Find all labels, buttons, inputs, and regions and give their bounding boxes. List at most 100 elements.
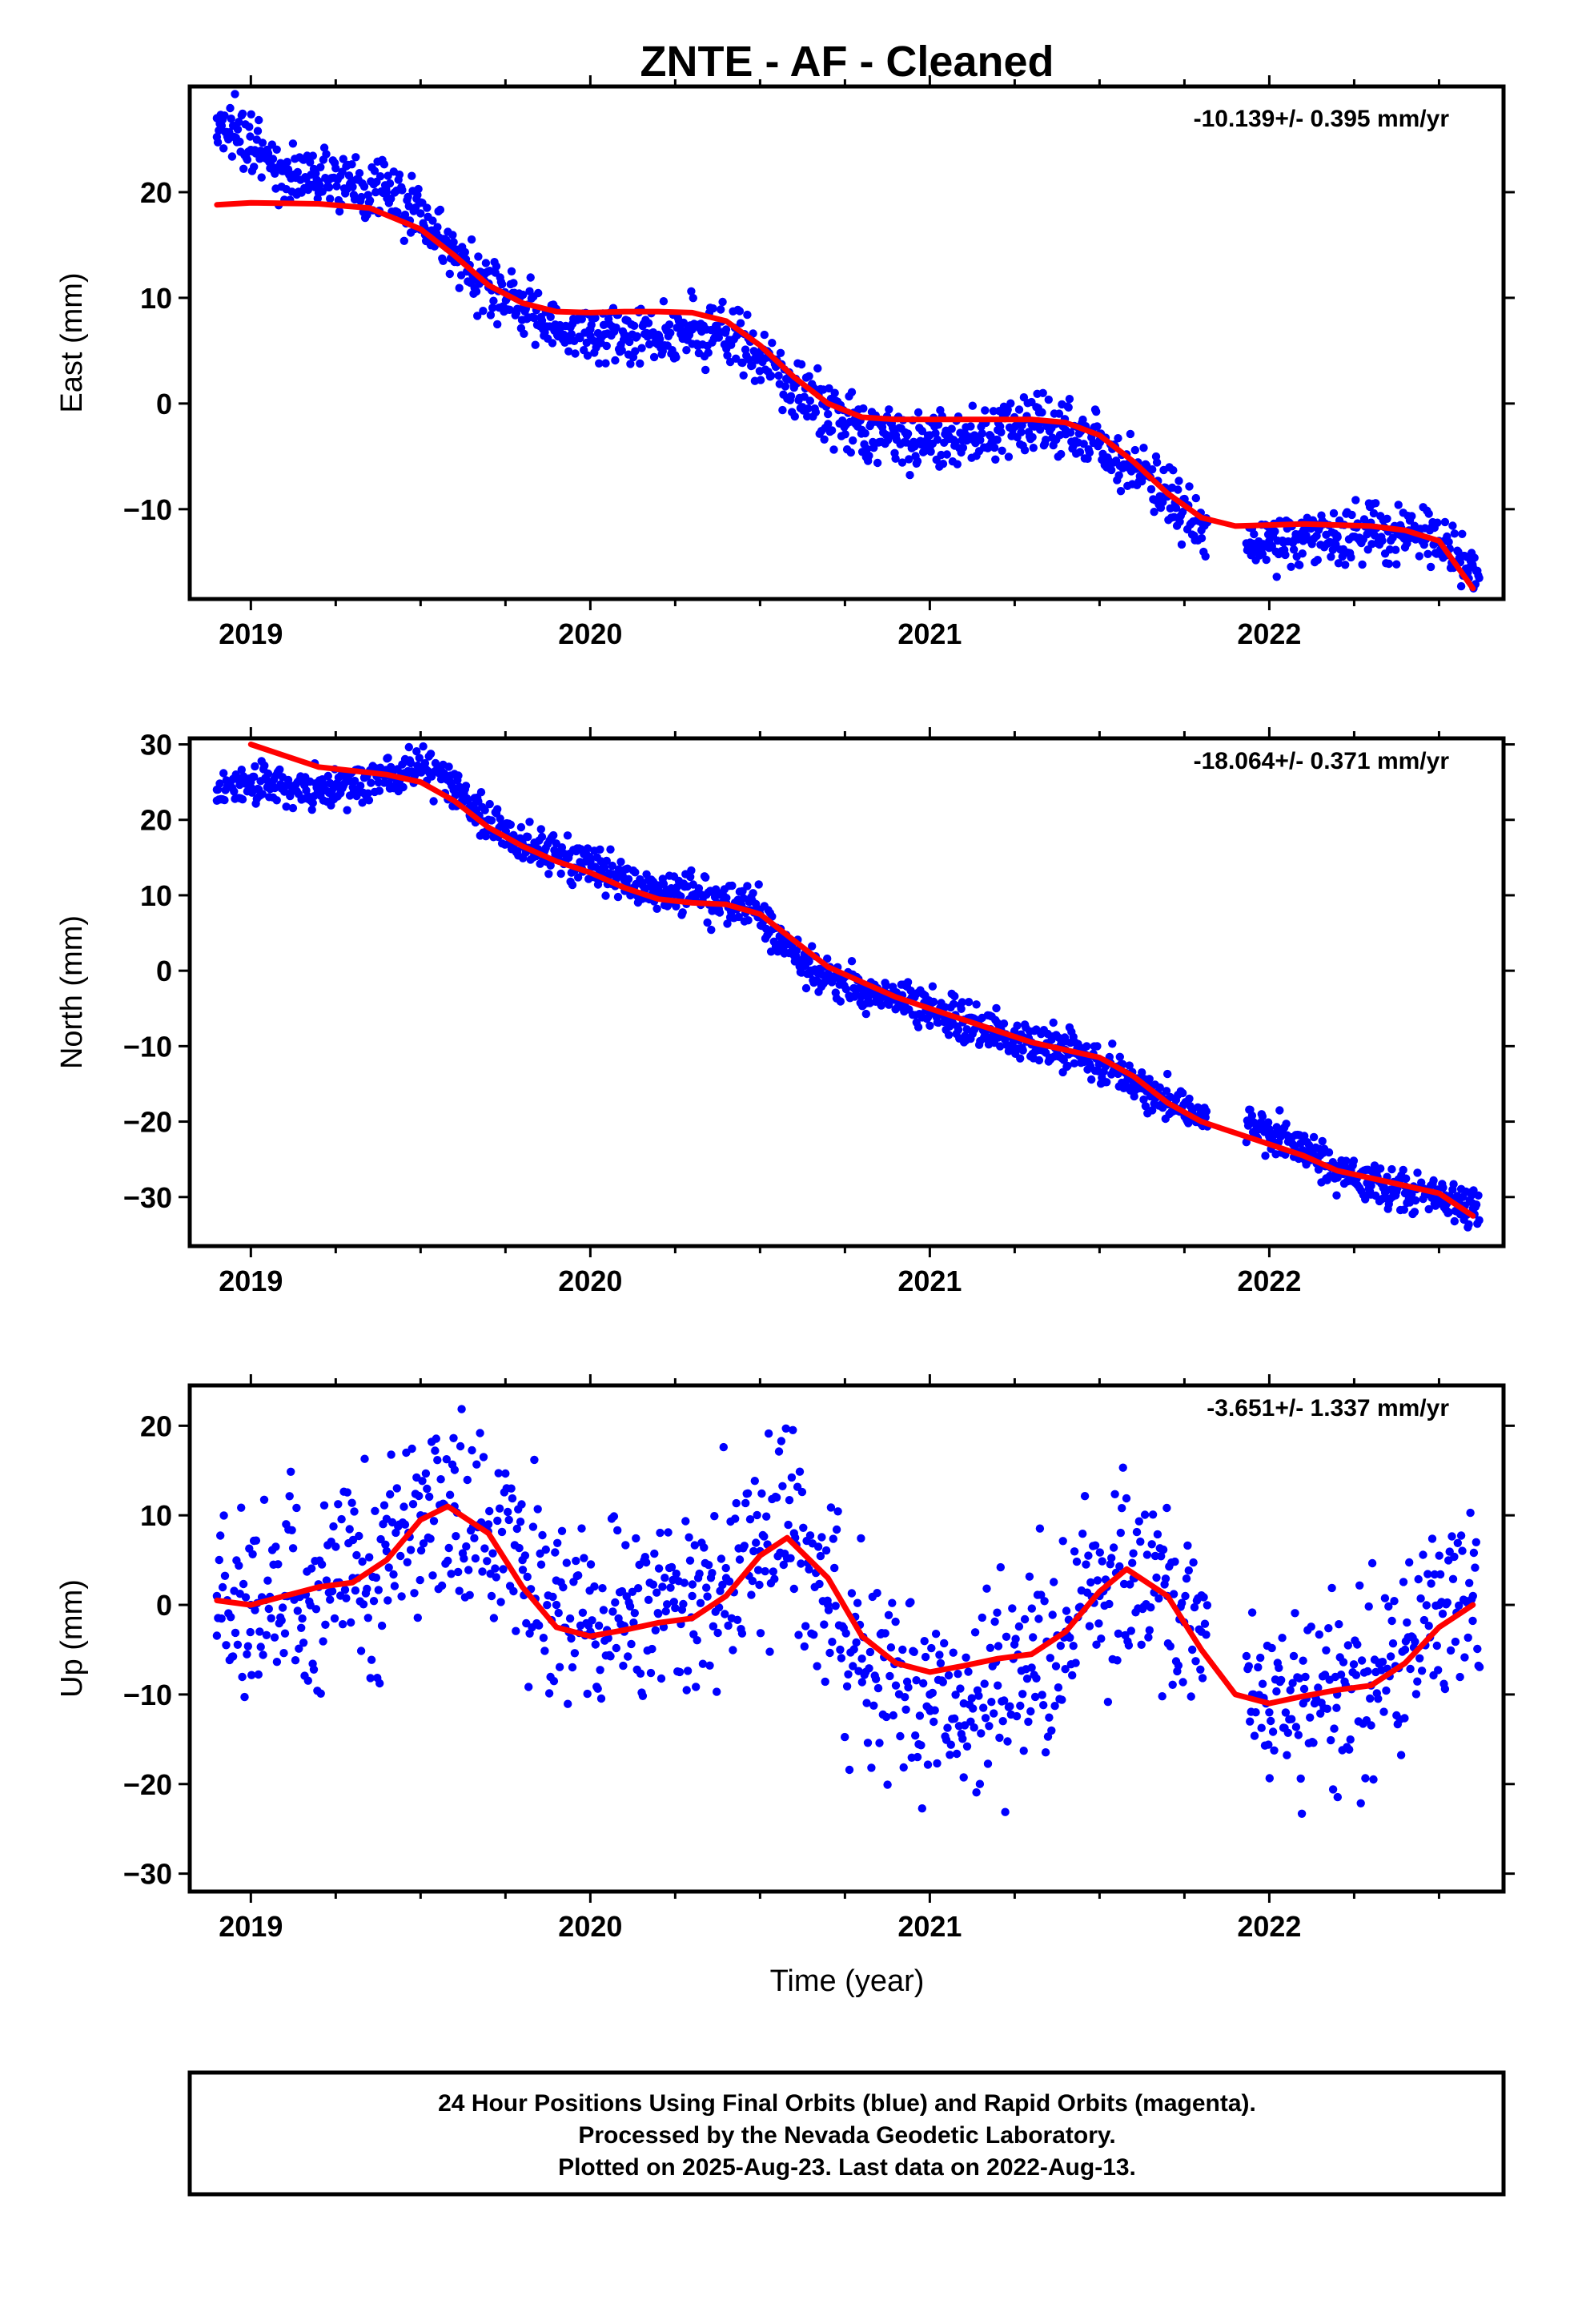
up-point (881, 1712, 891, 1722)
east-point (455, 283, 464, 292)
up-point (1012, 1711, 1022, 1721)
north-point (1248, 1117, 1257, 1126)
north-point (1411, 1196, 1420, 1205)
up-point (919, 1679, 928, 1688)
east-point (617, 346, 626, 355)
up-point (444, 1556, 452, 1566)
east-point (688, 325, 697, 334)
east-point (1064, 403, 1073, 412)
up-point (299, 1638, 308, 1647)
up-point (1153, 1530, 1162, 1539)
up-point (564, 1699, 572, 1708)
up-point (1446, 1646, 1456, 1655)
up-point (1435, 1551, 1443, 1560)
up-point (433, 1456, 442, 1465)
up-point (219, 1511, 228, 1520)
up-point (392, 1484, 401, 1493)
up-point (978, 1613, 987, 1622)
east-point (1440, 517, 1450, 527)
up-point (515, 1543, 524, 1553)
up-point (959, 1699, 969, 1708)
up-point (975, 1779, 985, 1788)
up-point (938, 1678, 948, 1687)
north-point (1155, 1083, 1164, 1092)
up-point (218, 1582, 227, 1592)
north-point (808, 942, 817, 951)
north-point (754, 880, 763, 889)
east-point (830, 388, 839, 397)
north-point (1324, 1148, 1334, 1157)
up-point (632, 1534, 640, 1543)
up-point (1136, 1537, 1145, 1546)
up-point (1026, 1707, 1035, 1716)
up-point (1090, 1541, 1100, 1550)
up-point (817, 1533, 826, 1542)
up-point (1283, 1728, 1293, 1737)
east-point (280, 167, 289, 175)
east-point (1044, 395, 1054, 404)
east-point (564, 347, 573, 356)
east-point (382, 187, 391, 197)
up-point (1158, 1545, 1168, 1554)
east-point (497, 279, 507, 289)
east-point (363, 211, 371, 219)
east-point (649, 352, 659, 362)
east-point (335, 207, 344, 216)
up-point (1152, 1573, 1161, 1582)
up-point (408, 1500, 418, 1509)
east-point (1250, 529, 1259, 539)
north-point (493, 805, 502, 814)
east-point (1258, 549, 1267, 558)
east-point (846, 448, 856, 457)
up-point (350, 1507, 359, 1516)
east-point (602, 341, 611, 351)
up-point (1098, 1557, 1106, 1566)
up-point (913, 1752, 922, 1762)
east-ticks: 20 10 0 −10 2019 2020 2021 2022 (123, 75, 1515, 650)
up-point (981, 1714, 990, 1723)
up-point (1435, 1600, 1443, 1610)
north-point (1108, 1039, 1117, 1048)
up-point (721, 1610, 729, 1618)
north-point (444, 762, 453, 771)
up-point (1343, 1641, 1353, 1650)
east-xtick-label: 2019 (219, 617, 283, 650)
up-point (940, 1638, 949, 1648)
up-point (1473, 1644, 1482, 1654)
up-point (1003, 1737, 1012, 1746)
up-point (871, 1675, 881, 1683)
north-point (323, 771, 332, 781)
up-point (1339, 1658, 1348, 1667)
up-point (1197, 1627, 1206, 1636)
up-point (1286, 1686, 1295, 1695)
up-point (1094, 1619, 1103, 1628)
up-point (994, 1642, 1003, 1651)
up-point (369, 1597, 379, 1606)
up-point (1475, 1663, 1484, 1671)
up-point (599, 1606, 608, 1614)
east-point (1333, 531, 1342, 540)
north-point (678, 908, 687, 917)
east-ytick-label: 0 (156, 388, 172, 420)
up-frame (187, 1383, 1506, 1894)
up-point (406, 1546, 416, 1554)
east-point (781, 382, 790, 391)
chart-title: ZNTE - AF - Cleaned (640, 38, 1054, 86)
east-point (319, 143, 329, 152)
up-point (1246, 1717, 1255, 1726)
north-point (1141, 1102, 1150, 1111)
east-point (847, 388, 857, 396)
up-point (717, 1554, 726, 1563)
east-point (1004, 452, 1014, 461)
up-point (644, 1595, 653, 1605)
up-point (512, 1626, 520, 1635)
up-point (741, 1498, 750, 1508)
up-point (794, 1630, 803, 1639)
up-point (789, 1584, 798, 1594)
up-point (842, 1682, 852, 1691)
up-point (291, 1656, 300, 1665)
up-point (267, 1614, 275, 1623)
up-point (756, 1629, 765, 1638)
up-point (757, 1489, 766, 1498)
north-xtick-label: 2020 (558, 1265, 622, 1297)
